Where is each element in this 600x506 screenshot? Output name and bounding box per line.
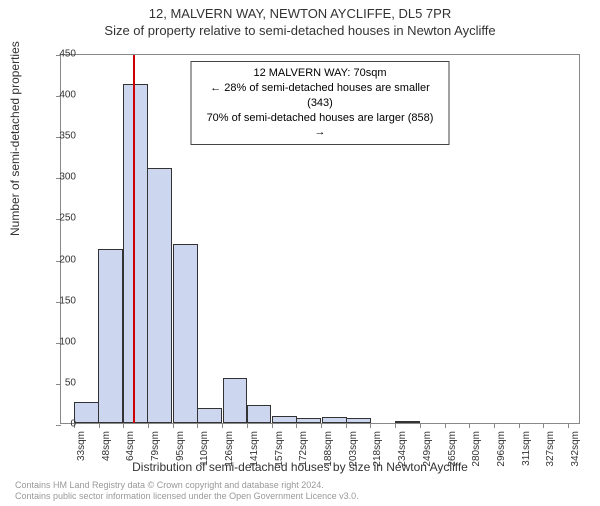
- histogram-bar: [98, 249, 123, 423]
- x-tick-label: 33sqm: [76, 431, 87, 461]
- x-tick-label: 126sqm: [224, 431, 235, 467]
- x-tick-label: 311sqm: [521, 431, 532, 466]
- x-tick-mark: [99, 423, 100, 428]
- y-tick-label: 350: [46, 131, 76, 142]
- x-tick-mark: [148, 423, 149, 428]
- footer-attribution: Contains HM Land Registry data © Crown c…: [15, 480, 359, 502]
- x-tick-mark: [296, 423, 297, 428]
- x-tick-label: 265sqm: [447, 431, 458, 467]
- y-tick-label: 50: [46, 377, 76, 388]
- x-tick-label: 342sqm: [570, 431, 581, 467]
- x-tick-mark: [346, 423, 347, 428]
- histogram-bar: [296, 418, 321, 423]
- x-tick-label: 141sqm: [249, 431, 260, 467]
- reference-line: [133, 55, 135, 423]
- x-tick-label: 157sqm: [274, 431, 285, 467]
- y-tick-label: 250: [46, 213, 76, 224]
- x-tick-label: 203sqm: [348, 431, 359, 467]
- annotation-line2: ← 28% of semi-detached houses are smalle…: [202, 81, 439, 111]
- x-tick-label: 110sqm: [199, 431, 210, 466]
- x-tick-mark: [272, 423, 273, 428]
- chart-plot-area: 12 MALVERN WAY: 70sqm ← 28% of semi-deta…: [60, 54, 580, 424]
- y-tick-label: 400: [46, 90, 76, 101]
- annotation-line1: 12 MALVERN WAY: 70sqm: [202, 66, 439, 81]
- x-tick-label: 249sqm: [422, 431, 433, 467]
- y-tick-label: 0: [46, 419, 76, 430]
- histogram-bar: [223, 378, 248, 423]
- histogram-bar: [247, 405, 272, 423]
- x-tick-mark: [568, 423, 569, 428]
- x-tick-label: 234sqm: [397, 431, 408, 467]
- histogram-bar: [147, 168, 172, 423]
- x-tick-label: 296sqm: [496, 431, 507, 467]
- x-tick-mark: [370, 423, 371, 428]
- x-tick-mark: [395, 423, 396, 428]
- histogram-bar: [197, 408, 222, 423]
- x-tick-mark: [543, 423, 544, 428]
- histogram-bar: [395, 421, 420, 423]
- x-tick-mark: [247, 423, 248, 428]
- x-tick-mark: [173, 423, 174, 428]
- x-tick-label: 64sqm: [125, 431, 136, 461]
- y-axis-label: Number of semi-detached properties: [8, 41, 22, 236]
- x-tick-mark: [469, 423, 470, 428]
- x-tick-mark: [420, 423, 421, 428]
- x-tick-mark: [321, 423, 322, 428]
- x-tick-label: 172sqm: [298, 431, 309, 467]
- y-tick-label: 150: [46, 295, 76, 306]
- page-subtitle: Size of property relative to semi-detach…: [0, 23, 600, 38]
- x-tick-label: 280sqm: [471, 431, 482, 467]
- x-tick-mark: [494, 423, 495, 428]
- histogram-bar: [123, 84, 148, 423]
- x-tick-label: 95sqm: [175, 431, 186, 461]
- y-tick-label: 450: [46, 49, 76, 60]
- x-tick-mark: [222, 423, 223, 428]
- histogram-bar: [74, 402, 99, 423]
- histogram-bar: [322, 417, 347, 423]
- annotation-box: 12 MALVERN WAY: 70sqm ← 28% of semi-deta…: [191, 61, 450, 145]
- x-tick-label: 188sqm: [323, 431, 334, 467]
- y-tick-label: 100: [46, 336, 76, 347]
- page-title: 12, MALVERN WAY, NEWTON AYCLIFFE, DL5 7P…: [0, 6, 600, 21]
- x-tick-label: 218sqm: [372, 431, 383, 467]
- x-tick-mark: [197, 423, 198, 428]
- x-tick-label: 327sqm: [545, 431, 556, 467]
- x-tick-label: 79sqm: [150, 431, 161, 461]
- histogram-bar: [173, 244, 198, 423]
- y-tick-label: 300: [46, 172, 76, 183]
- x-tick-mark: [445, 423, 446, 428]
- footer-line1: Contains HM Land Registry data © Crown c…: [15, 480, 359, 491]
- x-tick-mark: [123, 423, 124, 428]
- y-tick-label: 200: [46, 254, 76, 265]
- histogram-bar: [272, 416, 297, 423]
- annotation-line3: 70% of semi-detached houses are larger (…: [202, 111, 439, 141]
- x-tick-label: 48sqm: [101, 431, 112, 461]
- footer-line2: Contains public sector information licen…: [15, 491, 359, 502]
- x-tick-mark: [519, 423, 520, 428]
- histogram-bar: [346, 418, 371, 423]
